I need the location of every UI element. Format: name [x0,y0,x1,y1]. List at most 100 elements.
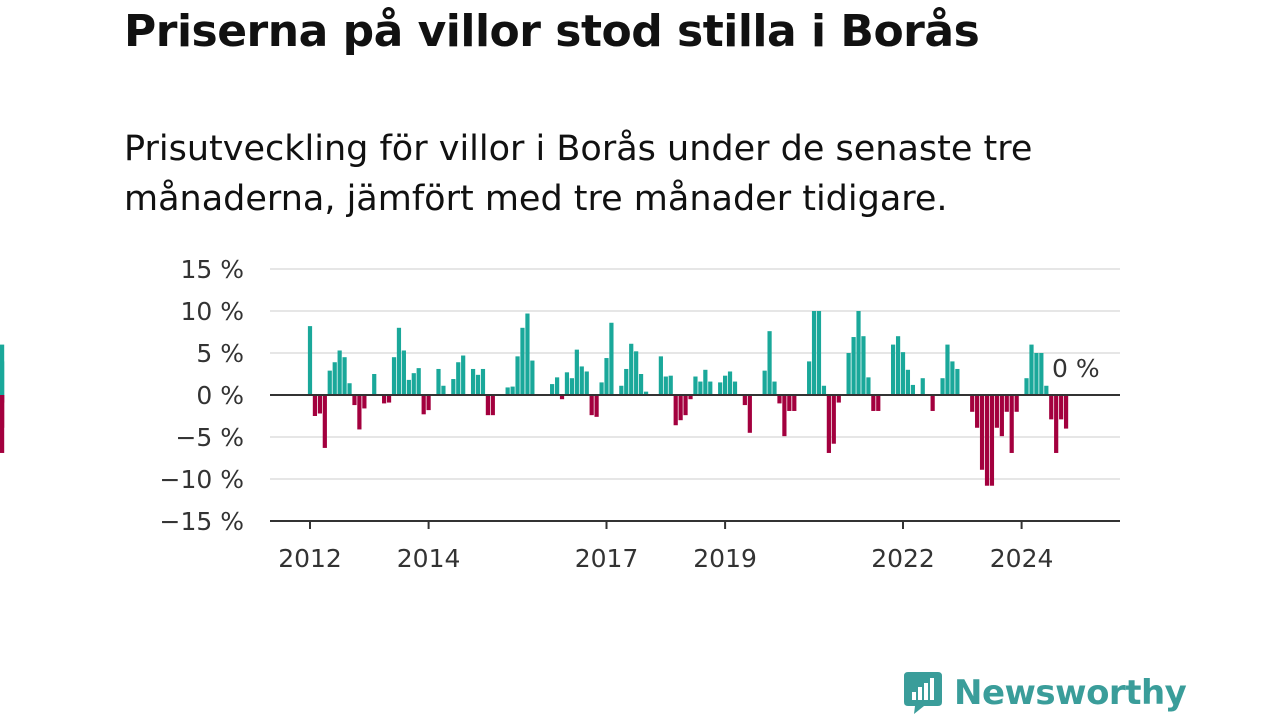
latest-value-annotation: 0 % [1052,354,1100,383]
bar [866,377,870,395]
bar [955,369,959,395]
bar [1010,395,1014,453]
bar [708,382,712,395]
bar [891,345,895,395]
bar [1054,395,1058,453]
bars [0,311,1068,486]
bar [525,314,529,395]
bar [856,311,860,395]
newsworthy-logo-text: Newsworthy [954,673,1186,713]
bar [772,382,776,395]
x-tick-label: 2024 [990,544,1054,573]
bar [555,377,559,395]
bar [387,395,391,403]
bar [847,353,851,395]
bar [837,395,841,403]
bar [342,357,346,395]
bar [313,395,317,416]
bar [822,386,826,395]
bar [679,395,683,420]
bar [624,369,628,395]
bar [520,328,524,395]
bar [975,395,979,428]
bar [812,311,816,395]
bar [436,369,440,395]
bar [669,376,673,395]
bar [530,361,534,395]
bar [921,378,925,395]
bar [1064,395,1068,429]
bar [451,379,455,395]
bar [441,386,445,395]
bar [703,370,707,395]
bar [328,371,332,395]
bar [352,395,356,405]
bar [693,377,697,395]
bar [580,366,584,395]
bar [362,395,366,408]
bar [896,336,900,395]
x-tick-label: 2014 [397,544,461,573]
bar [590,395,594,415]
bar [599,382,603,395]
bar [1000,395,1004,436]
bar [412,373,416,395]
bar [733,382,737,395]
bar [318,395,322,413]
bar [901,352,905,395]
bar [338,350,342,395]
bar [871,395,875,411]
y-tick-label: 5 % [196,339,244,368]
bar [861,336,865,395]
bar [392,357,396,395]
bar [782,395,786,436]
y-tick-label: 0 % [196,381,244,410]
bar [792,395,796,411]
newsworthy-logo-icon [902,670,944,716]
bar [718,382,722,395]
bar [323,395,327,448]
bar [1015,395,1019,412]
bar [639,374,643,395]
bar [664,377,668,395]
bar [397,328,401,395]
bar [787,395,791,411]
bar [422,395,426,414]
bar [382,395,386,403]
bar [950,361,954,395]
y-tick-label: 10 % [180,297,244,326]
bar [407,380,411,395]
bar [1034,353,1038,395]
bar [486,395,490,415]
bar [372,374,376,395]
bar [980,395,984,470]
bar [629,344,633,395]
bar [333,362,337,395]
bar [827,395,831,453]
bar [945,345,949,395]
bar [0,345,4,395]
bar [990,395,994,486]
bar [832,395,836,444]
bar [417,368,421,395]
bar [570,378,574,395]
bar [743,395,747,405]
bar [491,395,495,415]
bar-chart: 15 %10 %5 %0 %−5 %−10 %−15 %2012 2014 2017… [0,0,1280,720]
x-tick-label: 2019 [693,544,757,573]
y-tick-label: −5 % [175,423,244,452]
bar [471,369,475,395]
bar [427,395,431,410]
bar [723,376,727,395]
bar [940,378,944,395]
bar [985,395,989,486]
bar [604,358,608,395]
bar [1059,395,1063,419]
bar [594,395,598,417]
tick-labels: 15 %10 %5 %0 %−5 %−10 %−15 %2012 2014 2017… [160,255,1100,573]
bar [461,356,465,395]
bar [609,323,613,395]
bar [575,350,579,395]
bar [634,351,638,395]
bar [1039,353,1043,395]
